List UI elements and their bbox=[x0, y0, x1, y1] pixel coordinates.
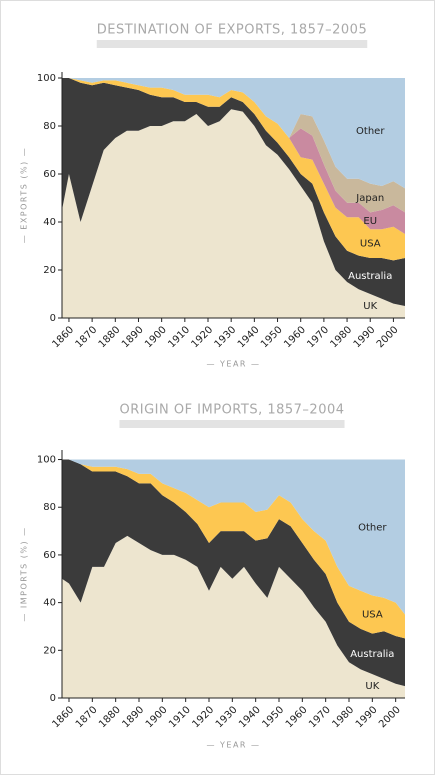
series-label: UK bbox=[365, 681, 379, 692]
area bbox=[62, 109, 405, 318]
y-axis-label: — EXPORTS (%) — bbox=[20, 147, 29, 244]
series-label: Australia bbox=[348, 271, 392, 282]
area bbox=[62, 459, 405, 615]
areas bbox=[62, 459, 405, 698]
title-bar bbox=[96, 40, 368, 48]
y-tick-label: 20 bbox=[43, 645, 56, 656]
series-label: UK bbox=[363, 301, 377, 312]
y-tick-label: 100 bbox=[37, 73, 56, 84]
chart-title: DESTINATION OF EXPORTS, 1857–2005 bbox=[97, 23, 367, 38]
y-tick-label: 40 bbox=[43, 217, 56, 228]
series-label: USA bbox=[360, 239, 381, 250]
y-tick-label: 40 bbox=[43, 598, 56, 609]
series-label: Japan bbox=[355, 193, 384, 204]
area bbox=[62, 459, 405, 687]
series-label: Other bbox=[356, 126, 385, 137]
y-tick-label: 100 bbox=[37, 455, 56, 466]
y-tick-label: 80 bbox=[43, 502, 56, 513]
chart-title: ORIGIN OF IMPORTS, 1857–2004 bbox=[119, 403, 344, 418]
y-tick-label: 0 bbox=[50, 313, 56, 324]
area bbox=[62, 78, 405, 234]
y-tick-label: 60 bbox=[43, 169, 56, 180]
areas bbox=[62, 78, 405, 318]
area bbox=[62, 78, 405, 213]
area bbox=[62, 78, 405, 189]
y-tick-label: 0 bbox=[50, 693, 56, 704]
area bbox=[62, 535, 405, 698]
x-axis-label: — YEAR — bbox=[206, 741, 260, 750]
series-label: Other bbox=[358, 523, 387, 534]
y-tick-label: 80 bbox=[43, 121, 56, 132]
x-axis-label: — YEAR — bbox=[206, 360, 260, 369]
area bbox=[62, 459, 405, 639]
series-label: USA bbox=[362, 610, 383, 621]
y-tick-label: 20 bbox=[43, 265, 56, 276]
series-label: Australia bbox=[350, 649, 394, 660]
area bbox=[62, 78, 405, 261]
series-label: EU bbox=[363, 216, 377, 227]
y-tick-label: 60 bbox=[43, 550, 56, 561]
area bbox=[62, 78, 405, 306]
title-bar bbox=[119, 420, 345, 428]
y-axis-label: — IMPORTS (%) — bbox=[20, 526, 29, 621]
